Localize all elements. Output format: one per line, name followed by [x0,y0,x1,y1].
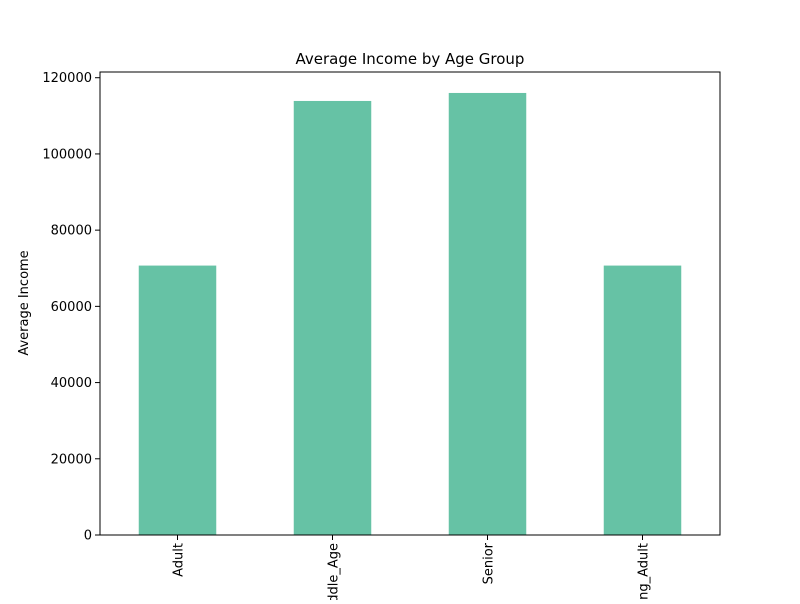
chart-title: Average Income by Age Group [296,50,525,68]
x-tick-label: Young_Adult [637,543,652,600]
y-tick-label: 40000 [51,376,92,391]
bar-senior [448,92,527,536]
x-tick-label: Adult [172,543,187,577]
plot-frame [99,71,721,536]
y-tick-label: 120000 [42,71,92,86]
y-tick-label: 80000 [51,224,92,239]
x-tick-label: Senior [482,542,497,584]
y-tick-label: 100000 [42,147,92,162]
bar-young-adult [603,265,682,535]
y-tick-label: 0 [84,529,92,544]
bar-middle-age [293,100,372,536]
x-tick-label: Middle_Age [327,543,342,600]
y-tick-label: 60000 [51,300,92,315]
y-axis-label: Average Income [17,250,32,355]
plot-area: 0 20000 40000 60000 80000 100000 120000 Adult Mi… [42,71,721,600]
bar-adult [138,265,217,535]
y-tick-label: 20000 [51,452,92,467]
